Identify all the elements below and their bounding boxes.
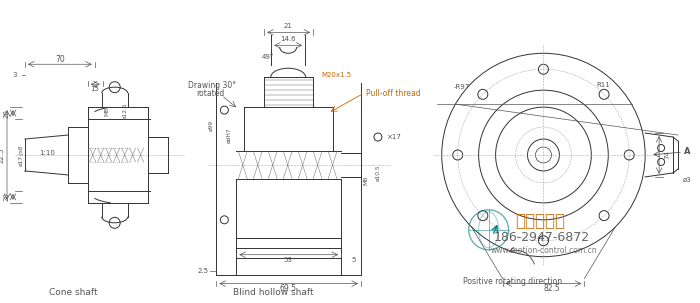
Text: M8: M8 — [363, 175, 368, 185]
Text: 22.5: 22.5 — [0, 147, 4, 163]
Text: 20: 20 — [4, 192, 10, 201]
Text: Drawing 30°: Drawing 30° — [188, 81, 237, 90]
Text: ødH7: ødH7 — [227, 127, 232, 143]
Text: 186-2947-6872: 186-2947-6872 — [494, 231, 589, 244]
Text: 69.5: 69.5 — [280, 284, 297, 293]
Text: 49°: 49° — [262, 54, 274, 60]
Text: 2.5: 2.5 — [197, 268, 209, 274]
Text: 5: 5 — [352, 257, 356, 263]
Text: Blind hollow shaft: Blind hollow shaft — [233, 288, 314, 297]
Text: 70: 70 — [55, 55, 64, 64]
Text: 西安德伍拓: 西安德伍拓 — [515, 212, 566, 230]
Text: rotated: rotated — [197, 89, 225, 98]
Text: 74: 74 — [664, 151, 670, 159]
Text: ø10.5: ø10.5 — [375, 165, 380, 181]
Text: ø3: ø3 — [682, 177, 692, 183]
Text: Positive rotating direction: Positive rotating direction — [463, 277, 562, 286]
Text: ø99: ø99 — [209, 119, 214, 131]
Text: Pull-off thread: Pull-off thread — [366, 89, 421, 98]
Text: 15: 15 — [90, 86, 99, 92]
Text: -R97: -R97 — [454, 84, 470, 90]
Text: ø17-js8: ø17-js8 — [18, 144, 24, 166]
Text: ×17: ×17 — [386, 134, 401, 140]
Text: 3: 3 — [13, 72, 17, 78]
Text: 1:10: 1:10 — [39, 150, 55, 156]
Text: 14.6: 14.6 — [281, 36, 296, 42]
Text: A: A — [684, 148, 690, 156]
Text: 82.5: 82.5 — [543, 284, 560, 293]
Text: M20x1.5: M20x1.5 — [321, 72, 351, 78]
Text: 53: 53 — [284, 257, 293, 263]
Text: M8: M8 — [104, 106, 109, 116]
Text: 20: 20 — [4, 109, 10, 118]
Text: www.motion-control.com.cn: www.motion-control.com.cn — [491, 246, 597, 255]
Text: R11: R11 — [596, 82, 610, 88]
Text: ø12.5: ø12.5 — [122, 103, 127, 119]
Text: Cone shaft: Cone shaft — [50, 288, 98, 297]
Text: 21: 21 — [284, 23, 293, 29]
